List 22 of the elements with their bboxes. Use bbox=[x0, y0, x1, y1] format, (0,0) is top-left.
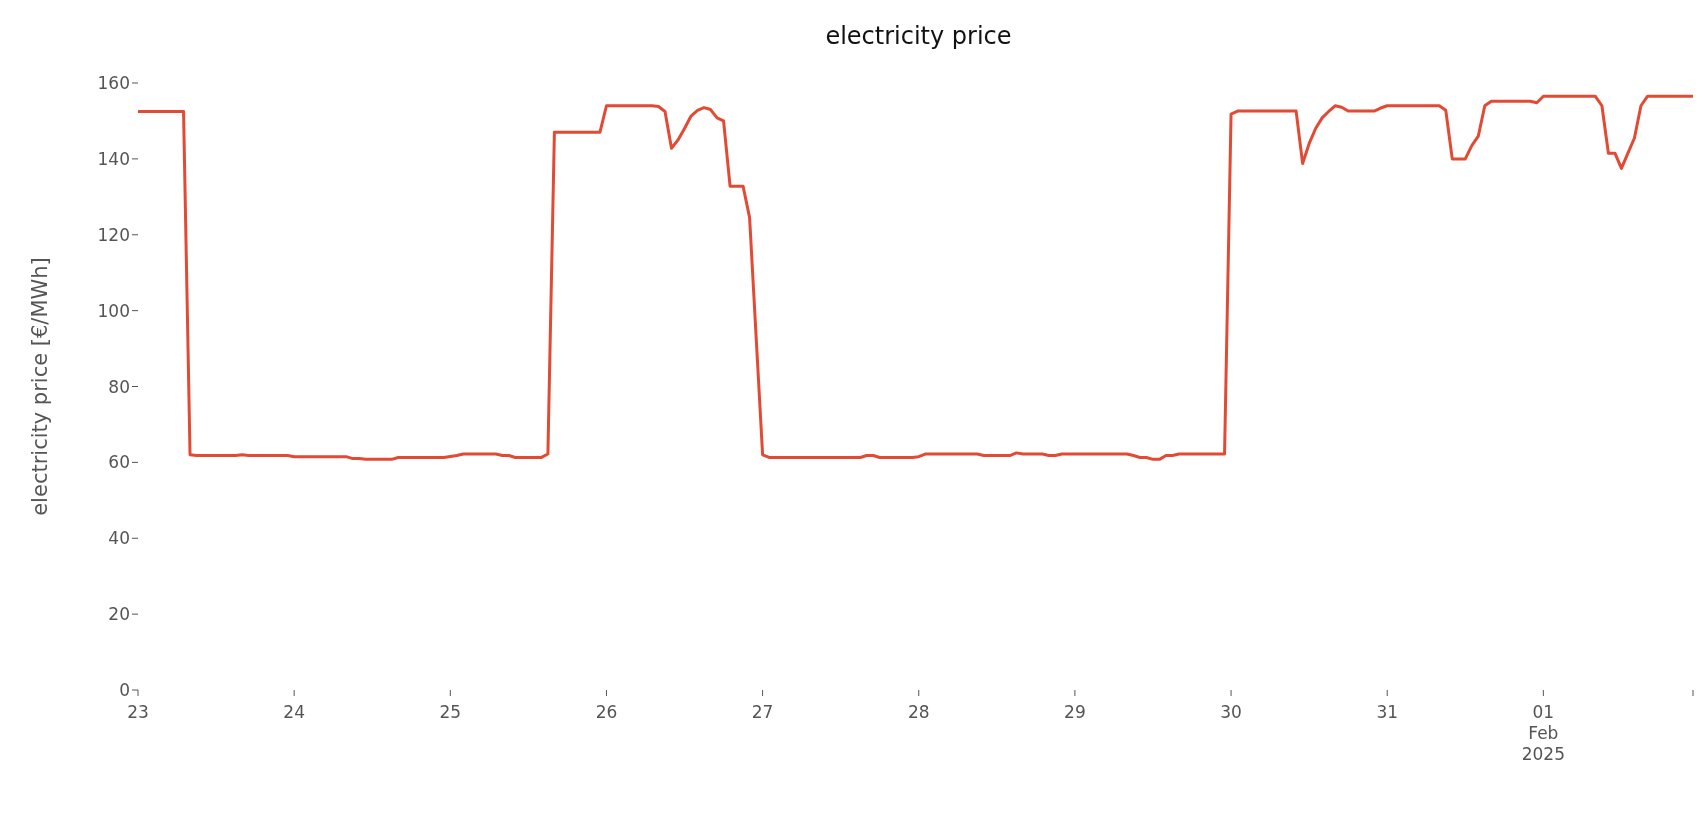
y-axis-title: electricity price [€/MWh] bbox=[28, 257, 53, 516]
y-tick-label: 140 bbox=[97, 148, 130, 169]
x-tick-label: 31 bbox=[1376, 702, 1399, 722]
y-tick-label: 40 bbox=[108, 528, 130, 549]
x-tick-label: 30 bbox=[1220, 702, 1242, 722]
y-tick-label: 160 bbox=[97, 73, 130, 94]
chart-title: electricity price bbox=[824, 22, 1013, 50]
y-tick-label: 120 bbox=[97, 224, 130, 245]
y-tick-label: 60 bbox=[108, 452, 130, 473]
x-tick-label: 26 bbox=[595, 702, 618, 722]
x-tick-label: 23 bbox=[127, 702, 149, 722]
y-tick-label: 0 bbox=[119, 680, 130, 701]
x-tick-label: 29 bbox=[1064, 702, 1086, 722]
x-tick-label: 01 Feb 2025 bbox=[1521, 702, 1565, 764]
y-tick-label: 80 bbox=[108, 376, 130, 397]
x-tick-label: 24 bbox=[283, 702, 305, 722]
y-tick-label: 100 bbox=[97, 300, 130, 321]
line-series bbox=[138, 94, 1693, 461]
y-tick-label: 20 bbox=[108, 604, 130, 625]
x-tick-label: 28 bbox=[907, 702, 930, 722]
x-tick-label: 25 bbox=[439, 702, 462, 722]
x-tick-label: 27 bbox=[751, 702, 774, 722]
